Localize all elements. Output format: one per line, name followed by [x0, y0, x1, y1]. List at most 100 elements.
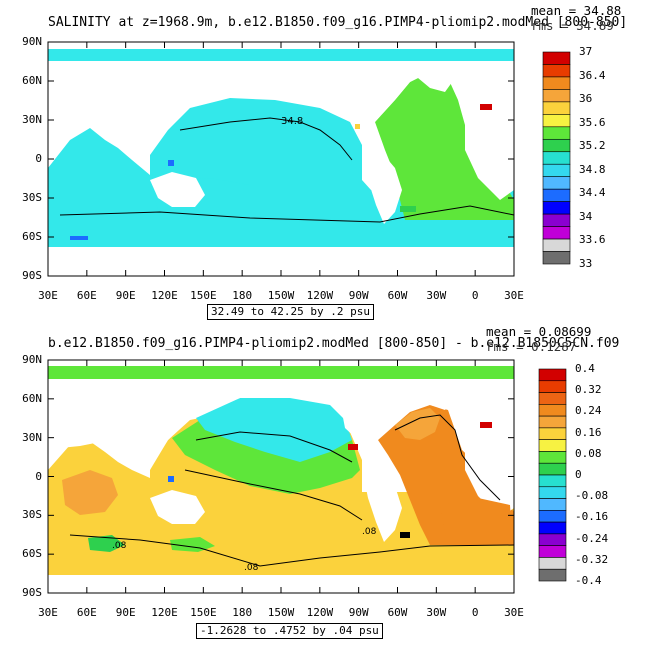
colorbar-swatch: [542, 251, 571, 265]
y-tick-label: 60N: [22, 391, 42, 405]
x-tick-label: 120E: [151, 606, 178, 619]
colorbar-swatch: [538, 510, 567, 523]
x-tick-label: 30W: [426, 606, 447, 619]
x-tick-label: 60E: [76, 289, 97, 302]
colorbar-swatch: [538, 427, 567, 440]
colorbar-swatch: [538, 451, 567, 464]
colorbar-swatch: [538, 439, 567, 452]
panel1-antarctica: [48, 247, 514, 276]
panel1-south-america: [362, 148, 402, 224]
panel1-rms: rms = 34.89: [531, 18, 614, 33]
panel1-mean: mean = 34.88: [531, 3, 622, 18]
panel1-colorbar: [542, 51, 571, 265]
colorbar-label: 0: [575, 468, 582, 481]
panel2-indian-orange-patch: [62, 470, 118, 515]
panel1-north-america: [340, 62, 430, 125]
panel2-south-green-patch-2: [170, 537, 215, 552]
panel2-contour-atlantic: [394, 414, 501, 501]
colorbar-label: -0.24: [575, 531, 609, 545]
x-tick-label: 30W: [426, 289, 447, 302]
colorbar-label: 35.2: [579, 139, 606, 153]
colorbar-label: 34.4: [579, 186, 606, 200]
colorbar-swatch: [542, 201, 571, 215]
panel2-contour-label-3: .08: [244, 563, 259, 573]
colorbar-swatch: [538, 474, 567, 488]
panel2-contour-southern: [69, 534, 515, 567]
panel2-greenland: [412, 380, 455, 410]
colorbar-label: -0.08: [575, 489, 609, 503]
colorbar-swatch: [538, 568, 567, 582]
x-tick-label: 0: [471, 289, 479, 302]
panel2-mediterranean-patch: [480, 422, 492, 428]
panel2-contour-north-pacific: [195, 431, 353, 463]
colorbar-swatch: [538, 486, 567, 499]
colorbar-swatch: [542, 188, 571, 202]
colorbar-label: 0.16: [575, 425, 602, 439]
panel1-contour-south: [59, 205, 515, 223]
colorbar-label: 0.4: [575, 362, 595, 375]
colorbar-swatch: [538, 404, 567, 417]
y-tick-label: 30S: [22, 508, 42, 522]
colorbar-swatch: [542, 64, 571, 78]
panel1-indian-ocean: [48, 128, 150, 192]
panel1-southern-blue-patch: [70, 236, 88, 240]
colorbar-label: 35.6: [579, 115, 606, 129]
x-tick-label: 60W: [387, 606, 408, 619]
panel2-contour-label-1: .08: [112, 541, 127, 551]
x-tick-label: 90E: [115, 606, 136, 619]
colorbar-label: 33.6: [579, 233, 606, 247]
y-tick-label: 90N: [22, 353, 42, 366]
panel2-contour-label-2: .08: [362, 527, 377, 537]
x-tick-label: 30E: [38, 289, 58, 302]
panel2-eurasia: [48, 380, 340, 468]
panel2-south-america: [362, 466, 402, 542]
panel1-map: 34.8: [47, 41, 515, 277]
panel2-indonesia-blue-patch: [168, 476, 174, 482]
colorbar-label: 33: [579, 257, 593, 270]
colorbar-swatch: [538, 498, 567, 511]
colorbar-swatch: [538, 521, 567, 535]
colorbar-swatch: [538, 415, 567, 429]
panel2-map: .08 .08 .08: [47, 359, 515, 594]
colorbar-label: 0.08: [575, 446, 602, 460]
x-tick-label: 180: [232, 606, 253, 619]
x-tick-label: 60W: [387, 289, 408, 302]
x-tick-label: 150E: [190, 289, 217, 302]
panel2-atlantic-light-orange: [395, 408, 440, 440]
y-tick-label: 60N: [22, 74, 42, 87]
colorbar-swatch: [538, 533, 567, 546]
y-tick-label: 0: [35, 469, 42, 483]
panel2-africa: [465, 436, 514, 518]
x-tick-label: 0: [471, 606, 479, 619]
colorbar-label: 37: [579, 45, 593, 58]
panel1-arctic-ocean: [48, 49, 514, 61]
panel2-gulf-red-patch: [348, 444, 358, 450]
y-tick-label: 60S: [22, 230, 42, 243]
panel1-indonesia-blue-patch: [168, 160, 174, 166]
x-tick-label: 90W: [348, 606, 369, 619]
panel1-eurasia: [48, 62, 340, 150]
y-tick-label: 60S: [22, 547, 42, 561]
panel2-south-green-patch: [88, 535, 125, 552]
colorbar-swatch: [542, 101, 571, 115]
y-tick-label: 30N: [22, 113, 42, 126]
colorbar-swatch: [538, 368, 567, 382]
panel2-australia: [150, 490, 205, 524]
panel1-contour-34-8-north: [179, 117, 353, 161]
colorbar-swatch: [538, 545, 567, 558]
colorbar-swatch: [542, 213, 571, 227]
panel1-mediterranean-patch: [480, 104, 492, 110]
colorbar-label: -0.32: [575, 552, 609, 566]
panel2-contour-pacific-mid: [184, 469, 363, 521]
panel2-range-label: -1.2628 to .4752 by .04 psu: [196, 623, 383, 639]
y-tick-label: 0: [35, 152, 42, 165]
y-tick-label: 90S: [22, 586, 42, 599]
panel2-north-pacific-cyan: [196, 398, 352, 462]
x-tick-label: 90E: [115, 289, 136, 302]
x-tick-label: 30E: [38, 606, 58, 619]
panel1-drake-green-patch: [400, 206, 416, 212]
panel1-africa: [465, 118, 514, 200]
panel1-greenland: [412, 62, 455, 92]
y-tick-label: 30S: [22, 191, 42, 204]
x-tick-label: 150E: [190, 606, 217, 619]
